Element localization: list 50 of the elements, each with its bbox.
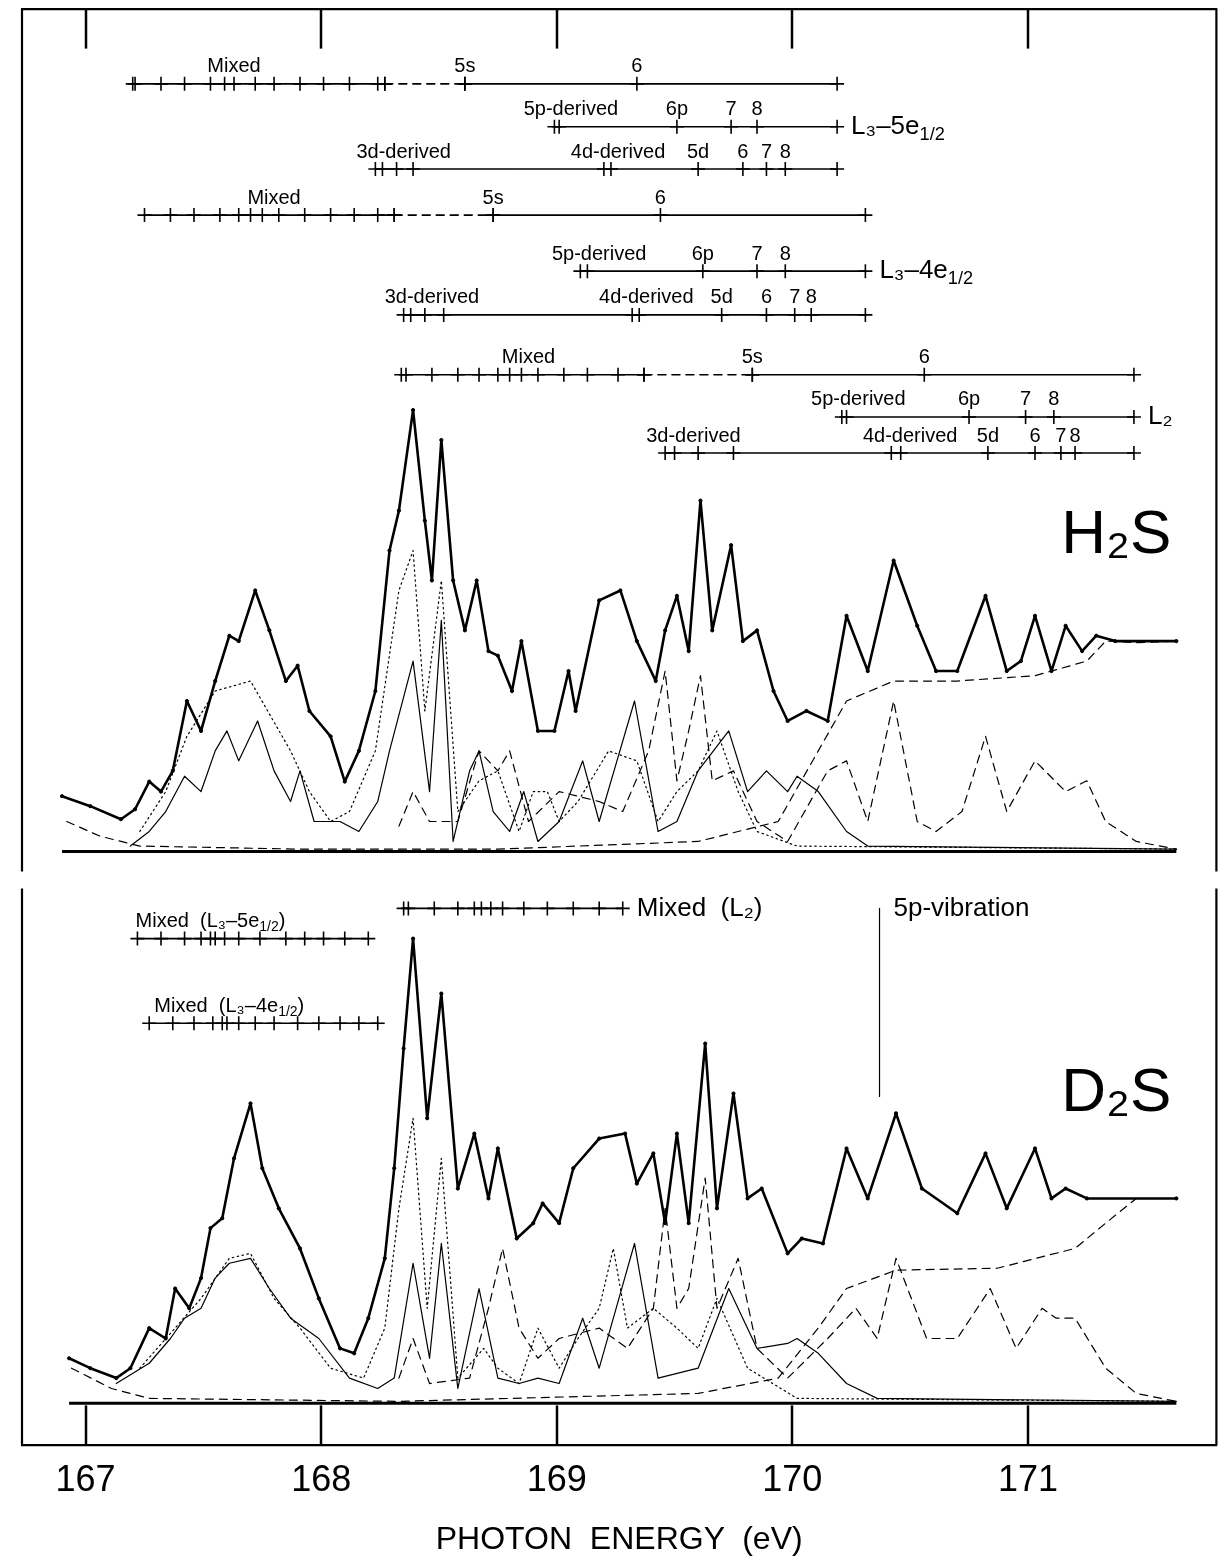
x-tick-label: 170 [762, 1457, 823, 1499]
annotation: 7 [760, 139, 772, 162]
annotation: 5p-derived [551, 241, 647, 264]
annotation: 7 [789, 285, 801, 308]
x-tick-label: 168 [291, 1457, 352, 1499]
annotation: 5p-derived [523, 97, 619, 120]
annotation: 8 [805, 285, 817, 308]
x-tick-label: 167 [55, 1457, 116, 1499]
annotation: 6 [737, 139, 749, 162]
x-tick-label: 171 [997, 1457, 1058, 1499]
annotation: 7 [751, 241, 763, 264]
annotation: 6 [1029, 423, 1041, 446]
annotation: 8 [779, 139, 791, 162]
annotation: 6 [918, 345, 930, 368]
annotation: 7 [725, 97, 737, 120]
annotation: 3d-derived [356, 139, 451, 162]
annotation: 5d [976, 423, 1000, 446]
annotation: 8 [1048, 387, 1060, 410]
annotation: Mixed [501, 345, 556, 368]
annotation: 6p [691, 241, 714, 264]
annotation: 8 [779, 241, 791, 264]
annotation: 6 [654, 185, 666, 208]
series-label: 5p-vibration [893, 891, 1030, 922]
annotation: 4d-derived [862, 423, 958, 446]
annotation: 4d-derived [570, 139, 666, 162]
series-label: L₂ [1147, 400, 1173, 431]
annotation: 4d-derived [599, 285, 694, 308]
annotation: Mixed [247, 185, 301, 208]
annotation: 6 [760, 285, 772, 308]
annotation: 8 [1069, 423, 1081, 446]
annotation: Mixed [207, 54, 261, 77]
annotation: 3d-derived [646, 423, 741, 446]
annotation: 6p [957, 387, 981, 410]
annotation: 5s [741, 345, 763, 368]
annotation: 5p-derived [811, 387, 906, 410]
annotation: 5d [710, 285, 733, 308]
annotation: 5d [687, 139, 710, 162]
annotation: 6p [665, 97, 689, 120]
series-label: H₂S [1061, 497, 1172, 567]
annotation: 3d-derived [384, 285, 480, 308]
series-label: Mixed (L₂) [636, 891, 763, 922]
annotation: 5s [482, 185, 504, 208]
annotation: 8 [751, 97, 763, 120]
x-axis-title: PHOTON ENERGY (eV) [435, 1519, 803, 1556]
annotation: 7 [1055, 423, 1067, 446]
annotation: 6 [631, 54, 643, 77]
annotation: 7 [1020, 387, 1032, 410]
x-tick-label: 169 [526, 1457, 587, 1499]
series-label: D₂S [1061, 1054, 1172, 1124]
annotation: 5s [454, 54, 476, 77]
